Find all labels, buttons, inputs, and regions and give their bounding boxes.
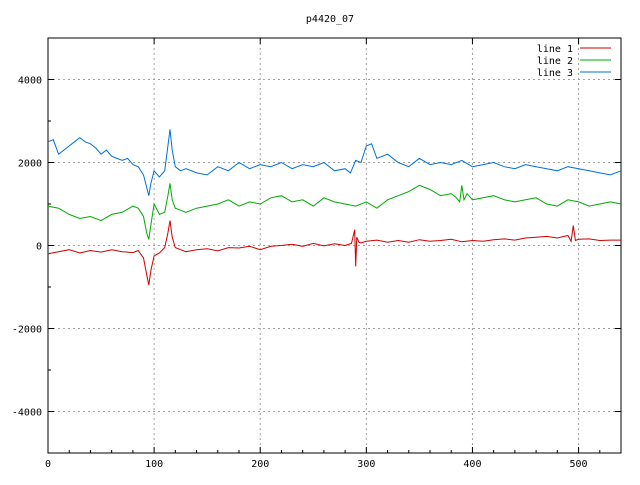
x-tick-label: 100 xyxy=(145,459,163,470)
chart-title: p4420_07 xyxy=(306,14,354,25)
grid xyxy=(48,38,621,453)
y-tick-label: 0 xyxy=(36,242,42,253)
x-tick-label: 200 xyxy=(251,459,269,470)
series-line-1 xyxy=(47,220,621,285)
series-line-2 xyxy=(47,183,622,240)
x-tick-label: 500 xyxy=(570,459,588,470)
y-tick-label: 4000 xyxy=(18,76,42,87)
x-tick-label: 300 xyxy=(357,459,375,470)
x-tick-label: 0 xyxy=(45,459,51,470)
series-line-3 xyxy=(47,129,622,196)
legend-label-3: line 3 xyxy=(537,68,573,79)
legend-label-1: line 1 xyxy=(537,44,573,55)
y-tick-label: 2000 xyxy=(18,159,42,170)
y-tick-label: -2000 xyxy=(12,325,42,336)
ticks: 0 100 200 300 400 500 -4000 -2000 0 2000 4000 xyxy=(12,37,622,470)
x-tick-label: 400 xyxy=(463,459,481,470)
legend-label-2: line 2 xyxy=(537,56,573,67)
y-tick-label: -4000 xyxy=(12,408,42,419)
series-layer xyxy=(47,129,622,285)
